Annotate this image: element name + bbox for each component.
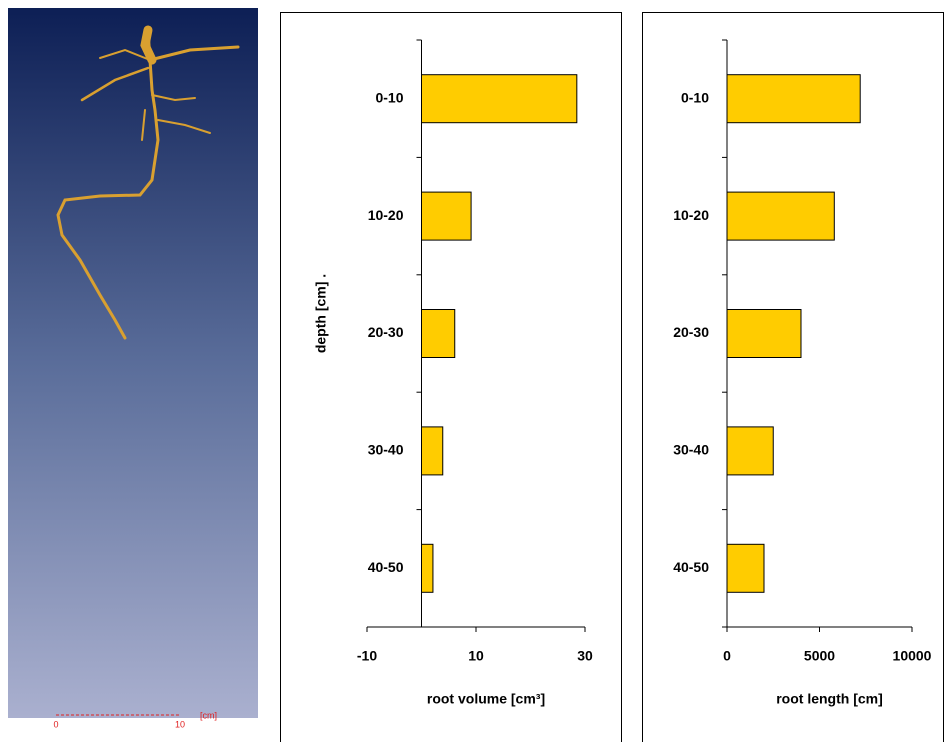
y-axis-label: depth [cm] . (313, 274, 329, 353)
y-tick-label: 40-50 (368, 559, 404, 575)
bar (727, 192, 834, 240)
scale-label: [cm] (200, 710, 217, 720)
y-tick-label: 0-10 (681, 89, 709, 105)
y-tick-label: 20-30 (368, 324, 404, 340)
x-tick-label: 0 (723, 648, 731, 664)
x-tick-label: 30 (577, 648, 593, 664)
bar (422, 75, 577, 123)
bar (422, 192, 472, 240)
y-tick-label: 40-50 (673, 559, 709, 575)
y-tick-label: 0-10 (375, 89, 403, 105)
x-tick-label: 5000 (804, 648, 835, 664)
page: 0 10 [cm] -10 10 30 0-10 10-20 20-30 30-40 40-5… (0, 0, 946, 742)
scale-label: 10 (175, 719, 185, 729)
scale-label: 0 (53, 719, 58, 729)
root-image: 0 10 [cm] (8, 8, 258, 729)
y-tick-label: 30-40 (673, 442, 709, 458)
x-axis-label: root length [cm] (776, 691, 883, 707)
bar (422, 427, 443, 475)
image-background (8, 8, 258, 718)
x-tick-label: 10 (468, 648, 484, 664)
x-axis-label: root volume [cm³] (427, 691, 545, 707)
bar (727, 544, 764, 592)
x-tick-label: 10000 (893, 648, 932, 664)
charts: -10 10 30 0-10 10-20 20-30 30-40 40-50 root volu… (313, 40, 932, 707)
bar (727, 310, 801, 358)
bar (422, 544, 433, 592)
y-tick-label: 30-40 (368, 442, 404, 458)
bar (727, 75, 860, 123)
bar (727, 427, 773, 475)
bar (422, 310, 455, 358)
y-tick-label: 20-30 (673, 324, 709, 340)
y-tick-label: 10-20 (673, 207, 709, 223)
x-tick-label: -10 (357, 648, 377, 664)
y-tick-label: 10-20 (368, 207, 404, 223)
